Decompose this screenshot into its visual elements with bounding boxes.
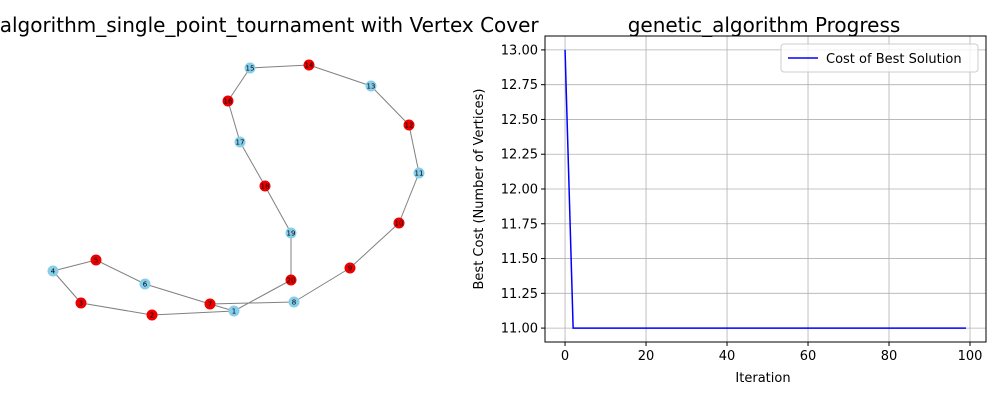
y-tick-label: 12.00 [501, 183, 538, 198]
graph-node-label: 8 [292, 299, 296, 307]
graph-node [413, 167, 425, 179]
graph-edge [209, 301, 295, 305]
graph-node-label: 4 [51, 268, 56, 276]
graph-node [228, 305, 240, 317]
y-tick-label: 12.75 [501, 78, 538, 93]
graph-node-label: 20 [287, 277, 296, 285]
graph-node-label: 16 [224, 98, 233, 106]
graph-node-label: 15 [246, 65, 255, 73]
graph-node-label: 17 [236, 139, 245, 147]
y-tick-label: 12.25 [501, 148, 538, 163]
graph-title: genetic_algorithm_single_point_tournamen… [0, 13, 539, 37]
graph-node-label: 19 [287, 230, 296, 238]
vertex-cover-graph: genetic_algorithm_single_point_tournamen… [0, 13, 539, 321]
graph-node-label: 14 [305, 62, 314, 70]
graph-edge [233, 279, 292, 312]
graph-node [288, 296, 300, 308]
graph-edge [293, 267, 351, 303]
y-tick-label: 11.00 [501, 322, 538, 337]
y-tick-label: 13.00 [501, 43, 538, 58]
graph-node [47, 265, 59, 277]
x-tick-label: 80 [881, 349, 898, 364]
graph-edge [52, 270, 82, 304]
graph-edge [52, 259, 97, 272]
graph-node-label: 5 [94, 257, 98, 265]
graph-edge [95, 259, 146, 285]
y-axis-label: Best Cost (Number of Vertices) [472, 89, 487, 290]
y-tick-label: 11.25 [501, 287, 538, 302]
graph-node-in-cover [344, 262, 356, 274]
graph-node-label: 10 [395, 220, 404, 228]
graph-node-in-cover [303, 59, 315, 71]
legend-box [780, 43, 979, 73]
graph-edge [408, 124, 420, 174]
graph-node-in-cover [204, 298, 216, 310]
series-line-cost-of-best-solution [564, 49, 966, 329]
y-tick-label: 12.50 [501, 113, 538, 128]
graph-edge [264, 185, 292, 234]
graph-node-in-cover [393, 217, 405, 229]
graph-node [234, 136, 246, 148]
x-axis-label: Iteration [735, 371, 790, 386]
graph-node-label: 6 [143, 281, 148, 289]
chart-legend: Cost of Best Solution [780, 43, 979, 73]
x-tick-label: 40 [719, 349, 736, 364]
x-tick-label: 20 [638, 349, 655, 364]
graph-node-in-cover [285, 274, 297, 286]
graph-node-in-cover [75, 297, 87, 309]
graph-edge [239, 141, 266, 187]
x-tick-label: 60 [800, 349, 817, 364]
graph-node-in-cover [259, 180, 271, 192]
graph-edge [227, 100, 241, 143]
graph-edge [227, 67, 251, 102]
graph-edge [370, 85, 410, 126]
graph-edge [249, 64, 310, 69]
graph-node-label: 12 [405, 122, 414, 130]
y-tick-label: 11.75 [501, 217, 538, 232]
graph-node-label: 11 [415, 170, 424, 178]
graph-edge [80, 302, 153, 316]
graph-node-label: 2 [150, 312, 154, 320]
graph-node-label: 1 [232, 308, 236, 316]
chart-title: genetic_algorithm Progress [628, 13, 901, 37]
progress-chart: genetic_algorithm Progress 0 20 40 60 80 100 … [472, 13, 987, 386]
graph-edge [349, 222, 400, 269]
graph-node [139, 278, 151, 290]
graph-node-in-cover [90, 254, 102, 266]
legend-label: Cost of Best Solution [826, 52, 962, 67]
graph-node-in-cover [222, 95, 234, 107]
chart-grid [545, 36, 986, 342]
graph-node-in-cover [403, 119, 415, 131]
graph-node-label: 3 [79, 300, 83, 308]
graph-node [244, 62, 256, 74]
x-tick-label: 100 [958, 349, 983, 364]
graph-edge [144, 283, 211, 305]
y-tick-label: 11.50 [501, 252, 538, 267]
x-tick-label: 0 [561, 349, 569, 364]
graph-node [365, 80, 377, 92]
graph-node-label: 18 [261, 183, 270, 191]
graph-edge [398, 172, 420, 224]
graph-node-in-cover [146, 309, 158, 321]
x-axis-ticks: 0 20 40 60 80 100 [561, 342, 983, 364]
graph-edge [151, 310, 235, 316]
y-axis-ticks: 11.00 11.25 11.50 11.75 12.00 12.25 12.50 12.75… [501, 43, 545, 337]
graph-edges [52, 64, 420, 316]
chart-series [564, 49, 966, 329]
graph-node-label: 13 [367, 83, 376, 91]
graph-node-label: 9 [348, 265, 352, 273]
graph-edge [308, 64, 372, 87]
graph-node-label: 7 [208, 301, 212, 309]
graph-node [285, 227, 297, 239]
